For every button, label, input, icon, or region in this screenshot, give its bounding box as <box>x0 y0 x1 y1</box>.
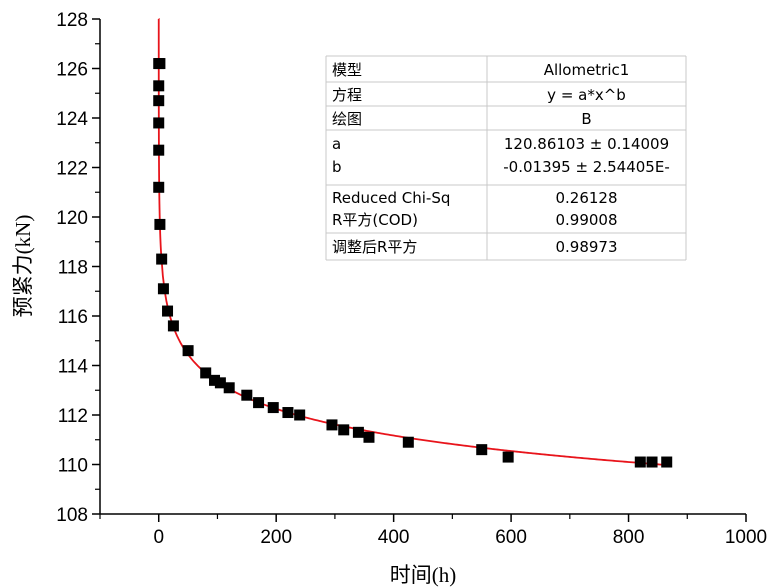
data-point <box>502 451 514 463</box>
table-cell-value: Allometric1 <box>544 61 630 79</box>
table-background <box>326 56 686 260</box>
table-cell-label: Reduced Chi-Sq <box>332 189 450 207</box>
data-point <box>267 402 279 414</box>
data-point <box>241 389 253 401</box>
data-point <box>153 95 165 107</box>
table-cell-label: a <box>332 135 341 153</box>
table-cell-value: 120.86103 ± 0.14009 <box>504 135 669 153</box>
y-tick-label: 120 <box>56 208 88 229</box>
data-point <box>661 456 673 468</box>
data-point <box>182 345 194 357</box>
data-point <box>153 144 165 156</box>
table-cell-label: 模型 <box>332 61 362 79</box>
y-tick-label: 122 <box>56 159 88 180</box>
data-point <box>162 305 174 317</box>
data-point <box>157 283 169 295</box>
y-tick-label: 116 <box>58 307 88 328</box>
x-tick-label: 400 <box>378 527 410 548</box>
data-point <box>476 444 488 456</box>
y-tick-label: 124 <box>56 109 88 130</box>
y-tick-label: 118 <box>58 258 88 279</box>
y-tick-label: 110 <box>58 456 88 477</box>
table-cell-label: 绘图 <box>332 110 362 128</box>
x-ticks: 0 200 400 600 800 1000 <box>99 514 767 548</box>
data-point <box>326 419 338 431</box>
x-tick-label: 200 <box>260 527 292 548</box>
data-points-layer <box>153 58 673 468</box>
x-tick-label: 0 <box>153 527 164 548</box>
y-axis-title: 预紧力(kN) <box>11 215 35 318</box>
x-tick-label: 600 <box>495 527 527 548</box>
data-point <box>294 409 306 421</box>
y-tick-label: 108 <box>56 505 88 526</box>
table-cell-value: -0.01395 ± 2.54405E- <box>503 158 669 176</box>
data-point <box>402 436 414 448</box>
data-point <box>156 253 168 265</box>
y-ticks: 108 110 112 114 116 118 120 122 124 126 128 <box>56 10 100 526</box>
table-cell-label: b <box>332 158 342 176</box>
data-point <box>352 426 364 438</box>
x-axis-title: 时间(h) <box>390 563 457 587</box>
data-point <box>282 407 294 419</box>
x-tick-label: 1000 <box>725 527 767 548</box>
data-point <box>223 382 235 394</box>
data-point <box>154 58 166 70</box>
data-point <box>154 218 166 230</box>
y-tick-label: 112 <box>58 406 88 427</box>
plot-area <box>153 18 673 468</box>
data-point <box>153 181 165 193</box>
table-cell-value: 0.99008 <box>555 211 617 229</box>
data-point <box>646 456 658 468</box>
table-cell-value: y = a*x^b <box>547 86 626 104</box>
data-point <box>200 367 212 379</box>
y-tick-label: 114 <box>58 357 89 378</box>
data-point <box>153 117 165 129</box>
data-point <box>253 397 265 409</box>
table-cell-value: B <box>581 110 591 128</box>
data-point <box>214 377 226 389</box>
table-cell-label: R平方(COD) <box>332 211 418 229</box>
data-point <box>167 320 179 332</box>
table-cell-value: 0.26128 <box>555 189 617 207</box>
x-tick-label: 800 <box>613 527 645 548</box>
data-point <box>363 431 375 443</box>
data-point <box>153 80 165 92</box>
y-tick-label: 126 <box>56 60 88 81</box>
axes: 0 200 400 600 800 1000 1081101121141161181201… <box>56 10 767 548</box>
y-tick-label: 128 <box>56 10 88 31</box>
table-cell-value: 0.98973 <box>555 238 617 256</box>
table-cell-label: 方程 <box>332 86 362 104</box>
fit-results-table: 模型 Allometric1 方程 y = a*x^b 绘图 Ba 120.86103 ± … <box>325 55 687 261</box>
data-point <box>209 374 221 386</box>
table-cell-label: 调整后R平方 <box>332 238 417 256</box>
data-point <box>634 456 646 468</box>
data-point <box>338 424 350 436</box>
